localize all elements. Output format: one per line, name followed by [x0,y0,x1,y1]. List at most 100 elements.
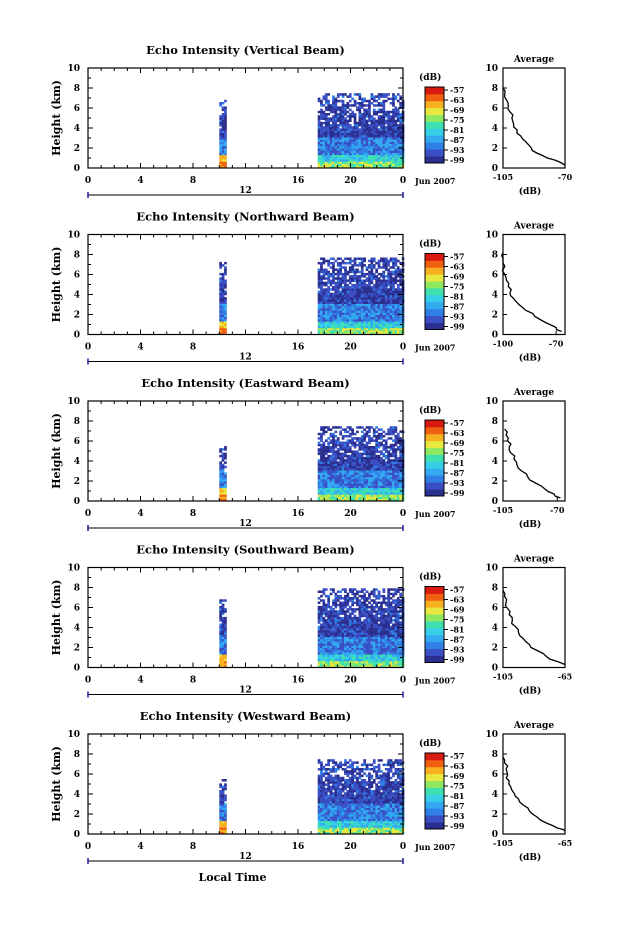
heatmap-cell [387,654,390,657]
heatmap-cell [337,142,340,145]
heatmap-cell [344,591,347,594]
heatmap-cell [387,466,390,469]
heatmap-cell [325,492,328,495]
heatmap-cell [371,330,374,333]
heatmap-cell [385,635,388,638]
heatmap-cell [373,635,376,638]
heatmap-cell [330,299,333,302]
heatmap-cell [342,635,345,638]
heatmap-cell [380,275,383,278]
heatmap-cell [378,131,381,134]
heatmap-cell [339,624,342,627]
heatmap-cell [335,442,338,445]
heatmap-cell [344,637,347,640]
heatmap-cell [224,455,227,458]
heatmap-cell [318,483,321,486]
heatmap-cell [392,302,395,305]
heatmap-cell [380,161,383,164]
heatmap-cell [399,492,402,495]
heatmap-cell [383,481,386,484]
heatmap-cell [356,650,359,653]
heatmap-cell [323,453,326,456]
heatmap-cell [359,608,362,611]
heatmap-cell [318,286,321,289]
heatmap-cell [337,275,340,278]
colorbar-label: -87 [450,302,464,312]
heatmap-cell [339,299,342,302]
heatmap-cell [335,453,338,456]
heatmap-cell [395,111,398,114]
heatmap-cell [323,446,326,449]
average-title: Average [513,55,554,65]
heatmap-cell [335,475,338,478]
heatmap-cell [366,128,369,131]
heatmap-cell [359,155,362,158]
heatmap-cell [373,472,376,475]
heatmap-cell [222,159,225,162]
heatmap-cell [224,310,227,313]
heatmap-cell [339,637,342,640]
heatmap-cell [354,148,357,151]
heatmap-cell [380,483,383,486]
heatmap-cell [347,313,350,316]
heatmap-cell [339,111,342,114]
heatmap-cell [224,324,227,327]
heatmap-cell [399,310,402,313]
heatmap-cell [349,269,352,272]
heatmap-cell [371,448,374,451]
heatmap-cell [366,639,369,642]
heatmap-cell [349,450,352,453]
colorbar-label: -93 [450,312,465,322]
heatmap-cell [318,277,321,280]
heatmap-cell [368,106,371,109]
heatmap-cell [332,264,335,267]
heatmap-cell [349,483,352,486]
heatmap-cell [383,435,386,438]
panel-title: Echo Intensity (Southward Beam) [136,543,354,557]
heatmap-cell [318,657,321,660]
heatmap-cell [330,663,333,666]
heatmap-cell [368,124,371,127]
heatmap-cell [366,159,369,162]
heatmap-cell [318,661,321,664]
heatmap-cell [323,442,326,445]
heatmap-cell [320,492,323,495]
heatmap-cell [342,630,345,633]
heatmap-cell [399,120,402,123]
heatmap-cell [320,450,323,453]
heatmap-cell [323,137,326,140]
heatmap-cell [219,104,222,107]
x-tick-label: 8 [190,343,196,353]
heatmap-cell [366,461,369,464]
heatmap-cell [222,606,225,609]
heatmap-cell [351,477,354,480]
heatmap-cell [351,663,354,666]
heatmap-cell [359,330,362,333]
heatmap-cell [359,470,362,473]
heatmap-cell [325,650,328,653]
heatmap-cell [383,317,386,320]
heatmap-cell [354,453,357,456]
heatmap-cell [373,264,376,267]
heatmap-cell [399,155,402,158]
heatmap-cell [356,282,359,285]
heatmap-cell [325,139,328,142]
heatmap-cell [390,477,393,480]
heatmap-cell [332,109,335,112]
heatmap-cell [383,602,386,605]
heatmap-cell [323,291,326,294]
heatmap-cell [397,135,400,138]
heatmap-cell [335,308,338,311]
colorbar-swatch [425,309,444,316]
heatmap-cell [356,324,359,327]
heatmap-cell [344,597,347,600]
heatmap-cell [371,295,374,298]
heatmap-cell [359,115,362,118]
heatmap-cell [330,606,333,609]
heatmap-cell [332,139,335,142]
heatmap-cell [399,446,402,449]
heatmap-cell [390,621,393,624]
heatmap-cell [383,663,386,666]
heatmap-cell [373,319,376,322]
heatmap-cell [356,652,359,655]
